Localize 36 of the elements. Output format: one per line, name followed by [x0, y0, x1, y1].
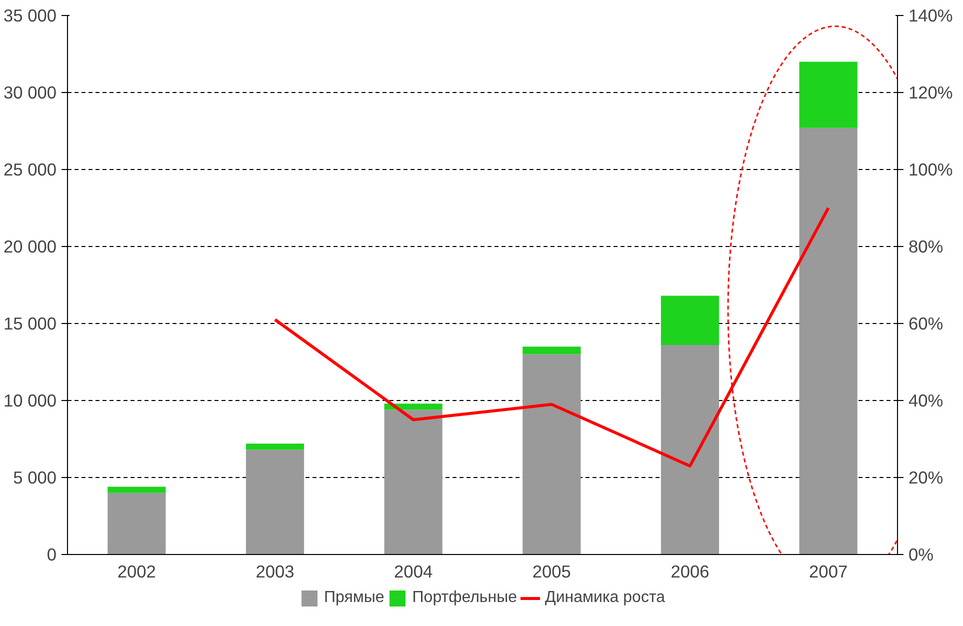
y-tick-label: 0: [46, 544, 57, 564]
bar: [799, 62, 858, 128]
y2-tick-label: 120%: [908, 82, 953, 102]
bar: [108, 486, 166, 493]
x-tick-label: 2005: [532, 562, 571, 582]
legend-label: Динамика роста: [545, 589, 665, 607]
y-tick-label: 10 000: [4, 390, 56, 410]
bar: [246, 444, 304, 450]
y-tick-label: 5 000: [13, 468, 57, 488]
bar: [522, 354, 581, 554]
y-tick-label: 30 000: [4, 82, 56, 102]
y2-tick-label: 140%: [908, 6, 953, 26]
legend-label: Прямые: [324, 589, 384, 607]
x-tick-label: 2003: [256, 562, 294, 582]
x-tick-label: 2006: [670, 562, 710, 582]
y2-tick-label: 100%: [908, 160, 953, 180]
legend-label: Портфельные: [412, 589, 518, 607]
x-tick-label: 2007: [809, 562, 848, 582]
y2-tick-label: 80%: [908, 236, 944, 256]
y-tick-label: 35 000: [4, 6, 56, 26]
y-tick-label: 25 000: [4, 160, 56, 180]
y-tick-label: 15 000: [4, 314, 56, 334]
x-tick-label: 2004: [394, 562, 433, 582]
bar: [108, 492, 166, 554]
bar: [246, 450, 304, 554]
bar: [799, 128, 858, 554]
bar: [384, 410, 442, 554]
y-tick-label: 20 000: [4, 236, 56, 256]
x-tick-label: 2002: [117, 562, 156, 582]
bar: [522, 346, 581, 354]
y2-tick-label: 20%: [908, 468, 944, 488]
bar: [660, 345, 720, 554]
y2-tick-label: 0%: [908, 544, 934, 564]
y2-tick-label: 60%: [908, 314, 944, 334]
y2-tick-label: 40%: [908, 390, 944, 410]
bar: [660, 296, 720, 346]
